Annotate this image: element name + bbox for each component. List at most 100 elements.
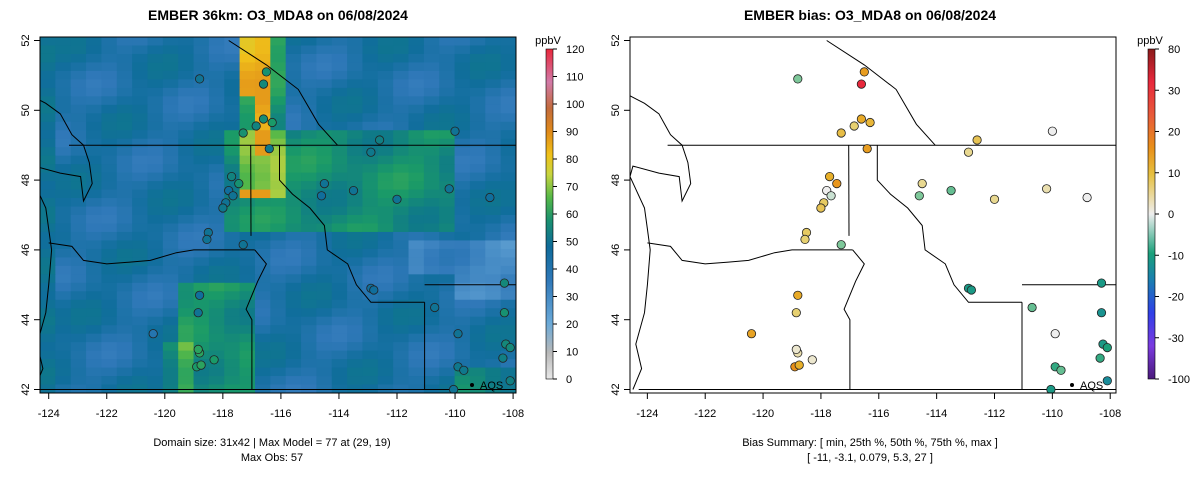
- model-grid-cell: [101, 45, 118, 55]
- model-grid-cell: [301, 231, 317, 242]
- coastline: [630, 95, 692, 390]
- model-grid-cell: [454, 274, 471, 284]
- model-grid-cell: [86, 62, 103, 72]
- model-grid-cell: [162, 164, 179, 174]
- model-grid-cell: [362, 248, 379, 258]
- model-grid-cell: [362, 96, 379, 106]
- model-grid-cell: [224, 231, 241, 242]
- model-grid-cell: [193, 164, 210, 174]
- site-marker: [917, 179, 927, 189]
- model-grid-cell: [40, 70, 56, 80]
- model-grid-cell: [254, 342, 271, 352]
- left-plot-frame: [39, 36, 517, 394]
- model-grid-cell: [132, 87, 149, 97]
- model-grid-cell: [423, 87, 440, 97]
- model-grid-cell: [239, 70, 256, 80]
- model-grid-cell: [377, 79, 394, 89]
- model-grid-cell: [132, 113, 149, 123]
- model-grid-cell: [178, 376, 195, 386]
- x-tick-label: -116: [868, 408, 889, 420]
- model-grid-cell: [301, 325, 317, 335]
- model-grid-cell: [347, 96, 364, 106]
- wa-or-border: [48, 242, 255, 265]
- model-grid-cell: [500, 53, 516, 64]
- model-grid-cell: [285, 104, 302, 114]
- model-grid-cell: [224, 223, 241, 233]
- model-grid-cell: [239, 104, 256, 114]
- model-grid-cell: [132, 223, 149, 233]
- model-grid-cell: [439, 282, 456, 292]
- model-grid-cell: [377, 113, 394, 123]
- model-grid-cell: [162, 198, 179, 208]
- model-grid-cell: [408, 53, 425, 64]
- model-grid-cell: [285, 215, 302, 225]
- model-grid-cell: [208, 325, 225, 335]
- model-grid-cell: [193, 316, 210, 326]
- model-grid-cell: [408, 342, 425, 352]
- coastline: [40, 99, 93, 377]
- model-grid-cell: [423, 96, 440, 106]
- model-grid-cell: [55, 87, 72, 97]
- model-grid-cell: [485, 325, 502, 335]
- model-grid-cell: [285, 45, 302, 55]
- model-grid-cell: [254, 138, 271, 148]
- model-grid-cell: [270, 104, 287, 114]
- model-grid-cell: [208, 45, 225, 55]
- model-grid-cell: [162, 96, 179, 106]
- right-colorbar: [1147, 48, 1156, 380]
- model-grid-cell: [469, 37, 486, 47]
- site-marker: [793, 74, 803, 84]
- model-grid-cell: [147, 248, 164, 258]
- model-grid-cell: [377, 172, 394, 182]
- site-marker: [227, 172, 237, 182]
- model-grid-cell: [316, 384, 333, 393]
- model-grid-cell: [40, 206, 56, 216]
- model-grid-cell: [40, 359, 56, 369]
- model-grid-cell: [285, 37, 302, 47]
- model-grid-cell: [316, 198, 333, 208]
- model-grid-cell: [485, 376, 502, 386]
- model-grid-cell: [208, 384, 225, 393]
- model-grid-cell: [239, 164, 256, 174]
- model-grid-cell: [393, 215, 410, 225]
- model-grid-cell: [40, 53, 56, 64]
- model-grid-cell: [454, 350, 471, 360]
- model-grid-cell: [40, 37, 56, 47]
- model-grid-cell: [101, 121, 118, 131]
- model-grid-cell: [132, 248, 149, 258]
- model-grid-cell: [162, 130, 179, 140]
- model-grid-cell: [178, 350, 195, 360]
- y-tick-label: 42: [20, 383, 32, 395]
- model-grid-cell: [86, 45, 103, 55]
- model-grid-cell: [132, 325, 149, 335]
- model-grid-cell: [454, 189, 471, 199]
- model-grid-cell: [439, 62, 456, 72]
- model-grid-cell: [270, 37, 287, 47]
- model-grid-cell: [162, 104, 179, 114]
- model-grid-cell: [500, 282, 516, 292]
- x-tick-label: -112: [386, 408, 407, 420]
- model-grid-cell: [254, 130, 271, 140]
- model-grid-cell: [485, 333, 502, 343]
- model-grid-cell: [454, 376, 471, 386]
- model-grid-cell: [70, 333, 87, 343]
- model-grid-cell: [454, 215, 471, 225]
- model-grid-cell: [193, 367, 210, 377]
- model-grid-cell: [439, 333, 456, 343]
- bc-ab-border: [826, 40, 936, 146]
- right-title: EMBER bias: O3_MDA8 on 06/08/2024: [744, 7, 996, 23]
- model-grid-cell: [408, 104, 425, 114]
- model-grid-cell: [285, 155, 302, 165]
- model-grid-cell: [101, 155, 118, 165]
- site-marker: [449, 384, 459, 393]
- model-grid-cell: [331, 138, 348, 148]
- model-grid-cell: [55, 62, 72, 72]
- model-grid-cell: [70, 37, 87, 47]
- model-grid-cell: [377, 342, 394, 352]
- model-grid-cell: [208, 172, 225, 182]
- model-grid-cell: [116, 282, 133, 292]
- model-grid-cell: [40, 223, 56, 233]
- aqs-marker: [470, 383, 474, 387]
- model-grid-cell: [208, 215, 225, 225]
- model-grid-cell: [393, 223, 410, 233]
